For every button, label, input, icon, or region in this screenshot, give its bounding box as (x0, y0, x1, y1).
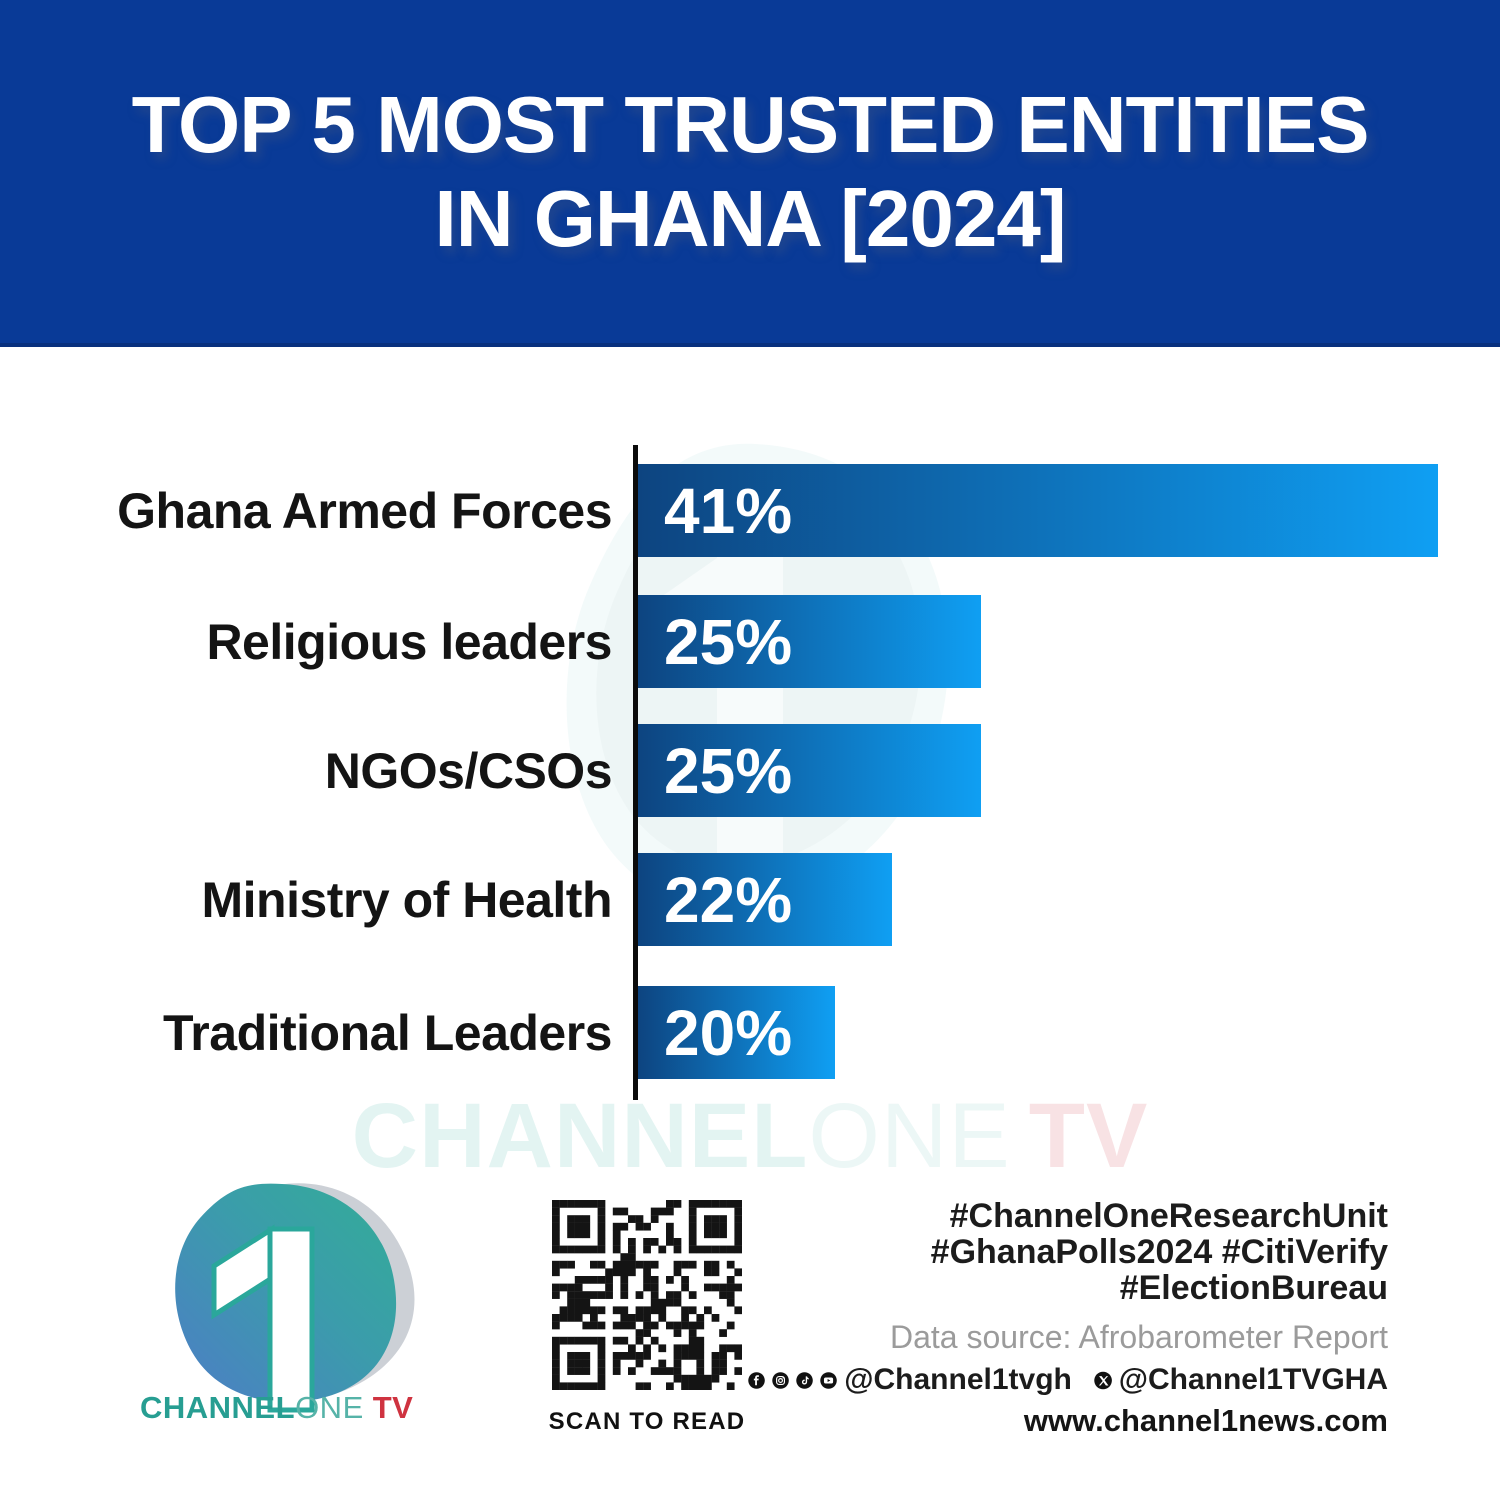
qr-code (552, 1200, 742, 1390)
youtube-icon (820, 1371, 837, 1389)
bar: 25% (638, 595, 981, 688)
category-label: Ghana Armed Forces (117, 482, 612, 539)
bar: 41% (638, 464, 1438, 557)
header-banner: TOP 5 MOST TRUSTED ENTITIES IN GHANA [20… (0, 0, 1500, 347)
channel-one-tv-logo (175, 1183, 415, 1413)
watermark-channel: CHANNEL (351, 1085, 809, 1187)
facebook-icon (748, 1371, 765, 1389)
website-url: www.channel1news.com (1023, 1403, 1388, 1438)
page-title-line2: IN GHANA [2024] (434, 173, 1066, 263)
social-handle-main: @Channel1tvgh (844, 1363, 1072, 1396)
hashtag-line-2: #GhanaPolls2024 #CitiVerify (930, 1233, 1388, 1271)
logo-one-bar (267, 1226, 315, 1413)
channel-one-watermark: CHANNELONE TV (0, 1084, 1500, 1189)
page-title-line1: TOP 5 MOST TRUSTED ENTITIES (131, 79, 1370, 169)
bar-row: Ghana Armed Forces 41% (0, 464, 1500, 557)
bar: 20% (638, 986, 835, 1079)
bar-row: Ministry of Health 22% (0, 853, 1500, 946)
bar-value-label: 25% (664, 734, 793, 807)
logo-word-channel: CHANNEL (140, 1390, 296, 1425)
logo-word-tv: TV (372, 1390, 414, 1425)
bar-row: Religious leaders 25% (0, 595, 1500, 688)
logo-word-one: ONE (295, 1390, 364, 1425)
bar-value-label: 22% (664, 863, 793, 936)
watermark-tv: TV (1028, 1085, 1149, 1187)
bar-row: NGOs/CSOs 25% (0, 724, 1500, 817)
bar-value-label: 20% (664, 996, 793, 1069)
watermark-one: ONE (808, 1085, 1011, 1187)
chart-axis-line (633, 445, 638, 1100)
category-label: Traditional Leaders (163, 1004, 612, 1061)
bar: 22% (638, 853, 892, 946)
footer-right-block: #ChannelOneResearchUnit #GhanaPolls2024 … (748, 1198, 1388, 1439)
hashtag-line-3: #ElectionBureau (1119, 1269, 1388, 1307)
data-source-note: Data source: Afrobarometer Report (889, 1319, 1388, 1355)
logo-wordmark: CHANNELONE TV (140, 1390, 413, 1426)
qr-caption: SCAN TO READ (548, 1408, 746, 1435)
category-label: Religious leaders (206, 613, 612, 670)
x-icon (1093, 1371, 1112, 1389)
category-label: Ministry of Health (201, 871, 613, 928)
bar-value-label: 25% (664, 605, 793, 678)
bar-row: Traditional Leaders 20% (0, 986, 1500, 1079)
bar: 25% (638, 724, 981, 817)
social-row: @Channel1tvgh @Channel1TVGHA (748, 1363, 1388, 1397)
social-handle-x: @Channel1TVGHA (1118, 1363, 1388, 1396)
bar-value-label: 41% (664, 474, 793, 547)
category-label: NGOs/CSOs (324, 742, 613, 799)
hashtag-line-1: #ChannelOneResearchUnit (949, 1197, 1388, 1235)
instagram-icon (772, 1371, 789, 1389)
tiktok-icon (796, 1371, 813, 1389)
